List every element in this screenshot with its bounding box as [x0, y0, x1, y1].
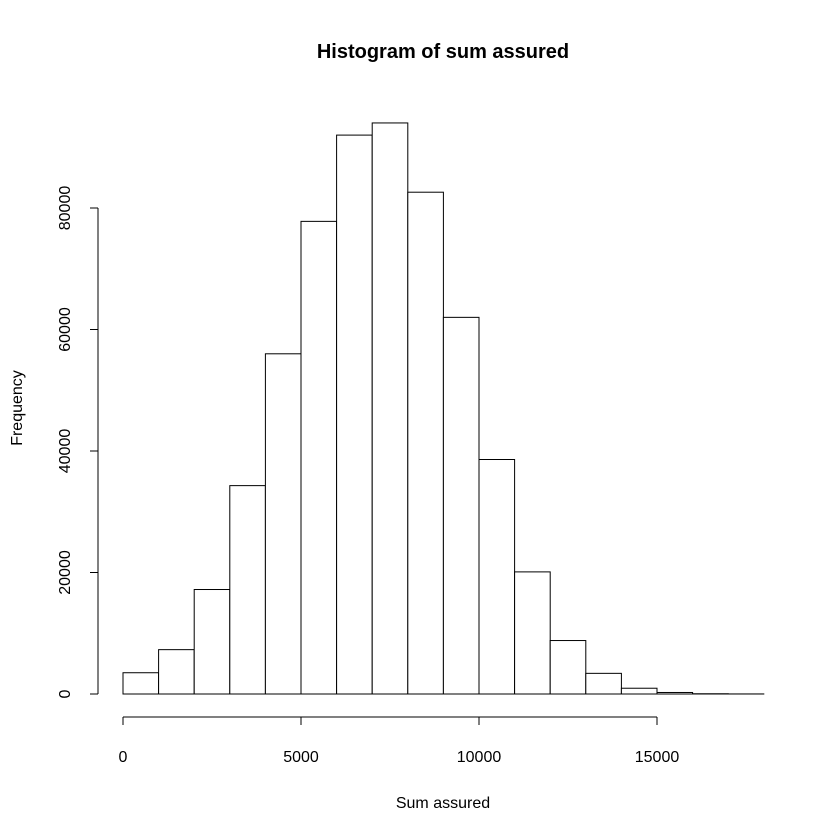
x-tick-label: 15000	[635, 749, 680, 766]
histogram-bar	[158, 649, 195, 695]
y-axis: 0 20000 40000 60000 80000	[57, 186, 99, 698]
histogram-bar	[122, 672, 160, 695]
histogram-bar	[229, 485, 266, 695]
histogram-bar	[514, 571, 551, 695]
y-tick-label: 80000	[57, 186, 74, 231]
y-axis-label: Frequency	[9, 370, 26, 446]
chart-title: Histogram of sum assured	[317, 41, 569, 63]
x-tick-label: 0	[119, 749, 128, 766]
x-tick-label: 5000	[283, 749, 319, 766]
histogram-bar	[407, 191, 444, 695]
histogram-bar	[193, 589, 231, 695]
y-tick-label: 40000	[57, 429, 74, 474]
y-tick-label: 0	[57, 689, 74, 698]
histogram-bar	[478, 459, 516, 695]
histogram-bar	[585, 672, 622, 695]
histogram-bar	[442, 316, 480, 695]
x-axis: 0 5000 10000 15000	[119, 716, 680, 766]
bars-group	[122, 122, 765, 695]
histogram-bar	[371, 122, 409, 695]
histogram-bar	[656, 691, 694, 695]
x-axis-label: Sum assured	[396, 795, 490, 812]
histogram-bar	[620, 687, 658, 695]
y-tick-label: 60000	[57, 307, 74, 352]
histogram-bar	[336, 134, 373, 695]
x-tick-label: 10000	[457, 749, 502, 766]
histogram-bar	[549, 640, 587, 695]
histogram-bar	[300, 220, 338, 695]
y-tick-label: 20000	[57, 550, 74, 595]
histogram-bar	[264, 353, 302, 695]
